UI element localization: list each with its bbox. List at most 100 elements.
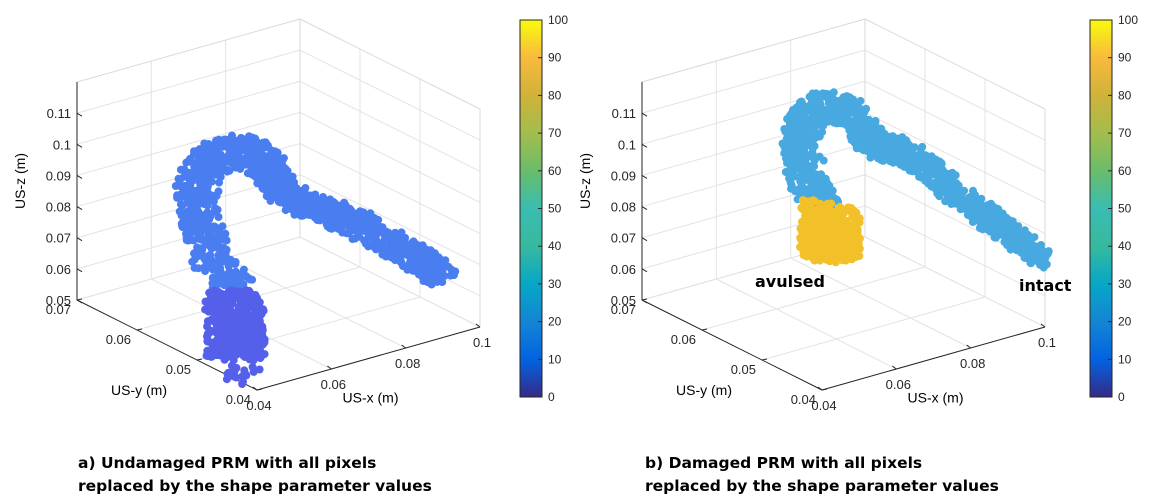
b-lower-point <box>850 221 859 230</box>
a-upper-point <box>248 275 257 284</box>
a-upper-point <box>177 219 186 228</box>
b-upper-point <box>797 97 806 106</box>
a-upper-point <box>399 244 408 253</box>
b-upper-point <box>1043 250 1052 259</box>
a-upper-point <box>313 214 321 223</box>
b-upper-point <box>844 120 853 129</box>
a-upper-point <box>394 255 403 264</box>
b-upper-point <box>814 183 823 192</box>
a-y-tick <box>76 298 83 301</box>
b-colorbar-tick-label: 40 <box>1118 239 1132 253</box>
a-upper-point <box>190 255 199 264</box>
a-lower-point <box>215 337 224 346</box>
a-lower-point <box>218 298 226 306</box>
a-upper-point <box>216 141 225 150</box>
b-lower-point <box>802 245 811 254</box>
a-upper-point <box>336 210 345 219</box>
b-upper-point <box>848 99 857 108</box>
a-upper-point <box>194 250 203 258</box>
b-upper-point <box>1016 245 1025 254</box>
a-upper-point <box>184 207 193 216</box>
b-upper-point <box>794 120 803 129</box>
b-upper-point <box>813 171 822 180</box>
a-upper-point <box>188 176 197 185</box>
a-upper-point <box>391 228 400 237</box>
a-upper-point <box>336 218 345 227</box>
caption-a-line-1: a) Undamaged PRM with all pixels <box>78 454 377 472</box>
b-floor-gridline-x <box>790 257 971 349</box>
a-upper-point <box>234 270 243 279</box>
a-upper-point <box>215 178 224 187</box>
a-z-tick-label: 0.09 <box>46 168 71 183</box>
b-upper-point <box>915 172 924 181</box>
a-z-tick <box>76 268 83 273</box>
b-upper-point <box>819 105 828 114</box>
a-x-tick-label: 0.04 <box>246 398 271 413</box>
b-x-tick <box>1040 323 1046 328</box>
a-z-tick-label: 0.07 <box>46 231 71 246</box>
a-upper-point <box>212 264 221 273</box>
b-colorbar-tick-label: 30 <box>1118 277 1132 291</box>
b-upper-point <box>984 221 993 230</box>
a-upper-point <box>368 228 377 237</box>
a-z-tick <box>76 237 83 242</box>
b-wall-gridline-z <box>864 49 1046 141</box>
a-colorbar-tick-label: 80 <box>548 88 562 102</box>
a-z-tick <box>76 206 83 211</box>
a-upper-point <box>188 213 197 222</box>
a-upper-point <box>223 142 232 151</box>
b-upper-point <box>823 179 832 188</box>
a-lower-point <box>238 372 247 381</box>
b-upper-point <box>1010 238 1019 246</box>
a-lower-point <box>245 350 254 359</box>
a-lower-point <box>222 375 231 384</box>
b-upper-point <box>923 173 931 182</box>
b-lower-point <box>834 224 843 233</box>
b-upper-point <box>813 107 821 116</box>
a-upper-point <box>206 251 215 260</box>
a-z-tick <box>76 174 83 179</box>
a-upper-point <box>216 275 225 284</box>
a-upper-point <box>351 234 360 243</box>
a-lower-point <box>233 326 242 335</box>
a-upper-point <box>200 144 209 153</box>
a-wall-gridline-z <box>76 111 301 176</box>
b-upper-point <box>1026 250 1035 259</box>
a-z-tick-label: 0.08 <box>46 200 71 215</box>
b-lower-point <box>832 211 841 219</box>
b-lower-point <box>836 217 845 226</box>
a-lower-point <box>206 328 215 337</box>
a-upper-point <box>369 242 378 251</box>
b-upper-point <box>787 184 795 193</box>
a-upper-point <box>196 182 205 191</box>
a-y-tick-label: 0.07 <box>46 302 71 317</box>
a-upper-point <box>368 218 377 227</box>
a-upper-point <box>190 187 199 195</box>
a-upper-point <box>209 197 218 206</box>
a-upper-point <box>204 231 213 239</box>
a-upper-point <box>180 213 189 222</box>
a-upper-point <box>259 157 268 166</box>
a-upper-point <box>426 277 435 286</box>
b-lower-point <box>807 231 816 240</box>
a-lower-point <box>257 335 266 344</box>
b-upper-point <box>957 202 966 211</box>
a-upper-point <box>210 225 219 234</box>
b-upper-point <box>926 161 935 170</box>
b-colorbar-tick-label: 20 <box>1118 315 1132 329</box>
a-upper-point <box>202 200 211 209</box>
a-wall-gridline-z <box>299 143 481 235</box>
b-lower-point <box>796 235 805 244</box>
b-upper-point <box>990 233 999 242</box>
b-upper-point <box>908 150 917 159</box>
a-upper-point <box>267 168 276 177</box>
a-upper-point <box>319 193 327 201</box>
a-floor-gridline-x <box>225 257 406 349</box>
a-upper-point <box>396 234 405 243</box>
b-colorbar-tick-label: 70 <box>1118 126 1132 140</box>
b-upper-point <box>783 158 791 167</box>
a-colorbar-tick-label: 70 <box>548 126 562 140</box>
a-upper-point <box>213 149 222 158</box>
b-upper-point <box>786 165 795 174</box>
b-annotation-avulsed: avulsed <box>755 272 825 291</box>
